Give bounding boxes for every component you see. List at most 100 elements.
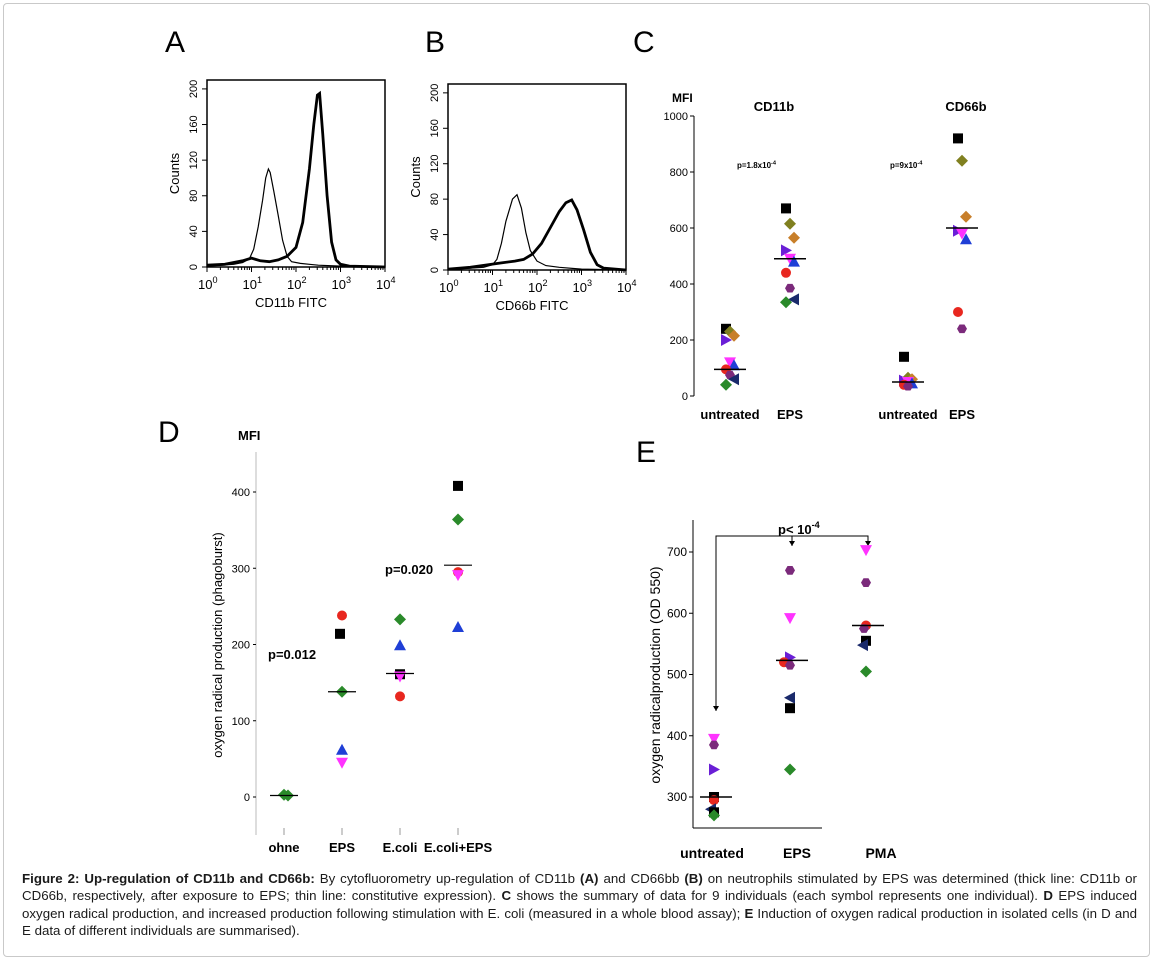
caption-s5: EPS induced oxygen radical production, a…: [22, 888, 1137, 921]
data-point-c: [728, 373, 739, 386]
y-tick-label-c: 800: [670, 167, 688, 179]
x-tick-label-a: 103: [332, 275, 352, 292]
data-point-c: [903, 381, 913, 391]
arrow-head-e: [865, 541, 871, 546]
caption-s1: By cytofluorometry up-regulation of CD11…: [314, 871, 581, 886]
x-tick-label-b: 102: [528, 278, 548, 295]
data-point-e: [708, 733, 720, 745]
data-point-c: [960, 210, 972, 223]
group-title-c: CD11b: [754, 99, 795, 114]
data-point-e: [784, 763, 796, 776]
y-tick-label-c: 600: [670, 223, 688, 235]
caption-s3: on neutrophils stimulated by EPS was det…: [22, 871, 1137, 904]
data-point-e: [859, 624, 869, 633]
data-point-e: [785, 703, 795, 714]
y-axis-label-d: oxygen radical production (phagoburst): [210, 532, 225, 757]
y-tick-label-b: 200: [429, 84, 441, 102]
category-label-c: untreated: [878, 407, 937, 422]
thick-line-eps-a: [206, 90, 386, 269]
category-label-e: untreated: [680, 845, 744, 861]
data-point-c: [788, 255, 800, 267]
y-axis-label-b: Counts: [408, 156, 423, 198]
data-point-e: [857, 639, 868, 652]
data-point-c: [953, 133, 963, 144]
category-label-d: ohne: [268, 840, 299, 855]
plot-frame-b: [447, 83, 627, 271]
data-point-c: [780, 296, 792, 309]
y-tick-label-a: 0: [188, 264, 200, 270]
data-point-e: [785, 661, 795, 670]
caption-s3b: C: [501, 888, 512, 904]
y-tick-label-a: 160: [188, 115, 200, 133]
y-tick-label-d: 300: [232, 563, 250, 575]
data-point-c: [957, 324, 967, 334]
data-point-c: [956, 228, 968, 240]
category-label-c: EPS: [777, 407, 803, 422]
y-tick-label-c: 0: [682, 391, 688, 403]
arrow-head-e: [713, 706, 719, 711]
data-point-e: [784, 691, 795, 704]
data-point-d: [336, 757, 348, 769]
panel-label-d: D: [158, 416, 180, 449]
data-point-c: [720, 378, 732, 391]
figure-frame: [3, 3, 1150, 957]
y-tick-label-b: 80: [429, 193, 441, 205]
panel-label-b: B: [425, 26, 445, 59]
x-axis-label-a: CD11b FITC: [255, 295, 327, 310]
data-point-c: [728, 359, 740, 371]
data-point-c: [953, 307, 963, 317]
y-tick-label-d: 200: [232, 640, 250, 652]
data-point-c: [956, 154, 968, 167]
data-point-e: [860, 545, 872, 557]
y-tick-label-b: 40: [429, 228, 441, 240]
data-point-c: [781, 267, 791, 278]
data-point-c: [960, 233, 972, 245]
data-point-c: [724, 357, 736, 369]
y-tick-label-d: 400: [232, 487, 250, 499]
data-point-c: [899, 351, 909, 362]
y-tick-label-a: 200: [188, 80, 200, 98]
data-point-c: [721, 323, 731, 334]
caption-s1b: (A): [580, 871, 599, 886]
category-label-e: PMA: [865, 845, 896, 861]
data-point-e: [861, 578, 871, 587]
y-tick-label-c: 400: [670, 279, 688, 291]
category-label-d: E.coli+EPS: [424, 840, 493, 855]
p-value-c: p=9x10-4: [890, 160, 923, 170]
category-label-e: EPS: [783, 845, 811, 861]
y-tick-label-d: 100: [232, 716, 250, 728]
y-axis-title-d: MFI: [238, 428, 260, 443]
data-point-c: [728, 329, 740, 342]
caption-title: Figure 2: Up-regulation of CD11b and CD6…: [22, 871, 315, 886]
y-tick-label-e: 500: [667, 668, 687, 682]
category-label-c: EPS: [949, 407, 975, 422]
x-axis-label-b: CD66b FITC: [496, 298, 569, 313]
x-tick-label-a: 100: [198, 275, 218, 292]
x-tick-label-a: 101: [243, 275, 263, 292]
y-tick-label-a: 80: [188, 190, 200, 202]
y-tick-label-b: 120: [429, 155, 441, 173]
data-point-d: [394, 639, 406, 651]
y-tick-label-c: 200: [670, 335, 688, 347]
data-point-e: [709, 763, 720, 776]
panel-label-a: A: [165, 26, 185, 59]
data-point-c: [781, 244, 792, 257]
y-tick-label-e: 700: [667, 545, 687, 559]
category-label-d: E.coli: [383, 840, 418, 855]
caption-s5b: E: [744, 905, 754, 921]
y-axis-label-e: oxygen radicalproduction (OD 550): [647, 566, 663, 783]
y-tick-label-e: 400: [667, 729, 687, 743]
x-tick-label-a: 104: [376, 275, 396, 292]
p-value-e: p< 10-4: [778, 520, 821, 537]
caption-s4b: D: [1043, 888, 1054, 904]
data-point-d: [395, 691, 405, 702]
y-tick-label-a: 40: [188, 225, 200, 237]
x-tick-label-b: 103: [573, 278, 593, 295]
thin-line-constitutive-a: [206, 167, 386, 268]
caption-s4: shows the summary of data for 9 individu…: [511, 888, 1044, 904]
figure-caption: Figure 2: Up-regulation of CD11b and CD6…: [22, 870, 1137, 940]
p-value-c: p=1.8x10-4: [737, 160, 777, 170]
data-point-d: [337, 610, 347, 621]
data-point-d: [452, 620, 464, 632]
data-point-d: [394, 613, 406, 626]
